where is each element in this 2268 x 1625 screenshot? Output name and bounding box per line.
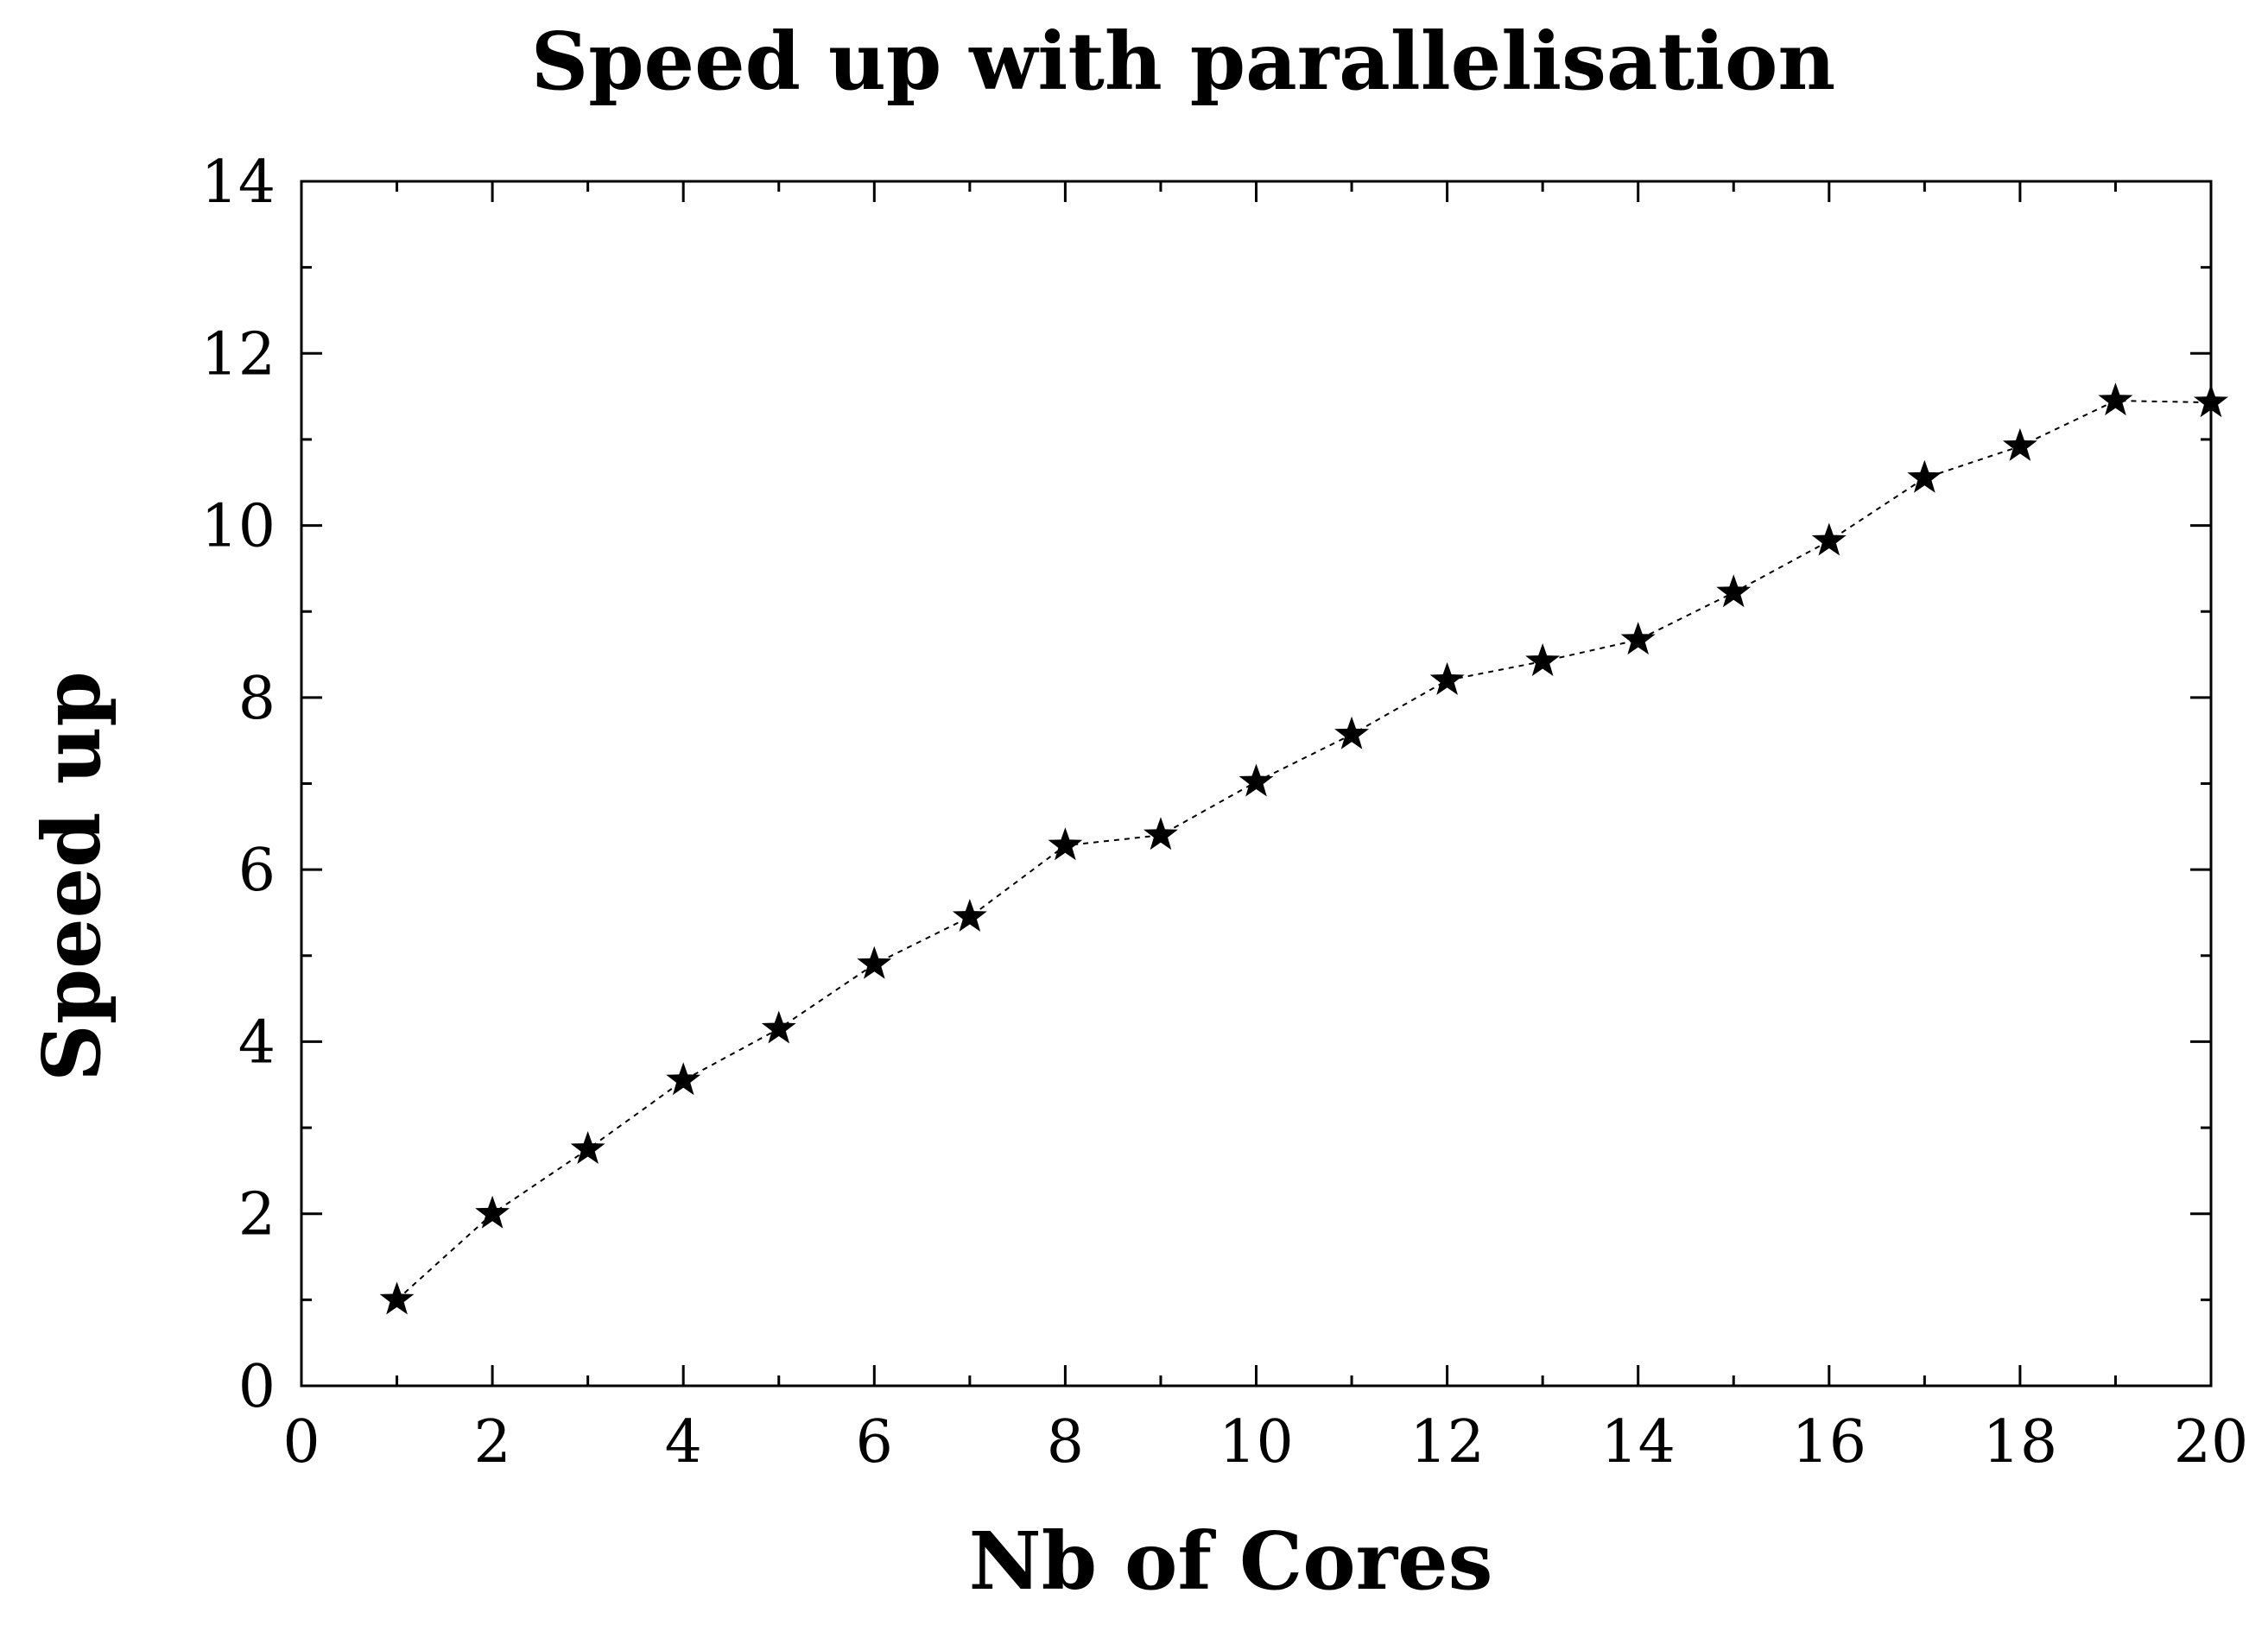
x-axis-label: Nb of Cores bbox=[969, 1514, 1493, 1608]
x-tick-label: 0 bbox=[282, 1408, 320, 1476]
x-tick-label: 18 bbox=[1983, 1408, 2058, 1476]
x-tick-label: 14 bbox=[1600, 1408, 1676, 1476]
data-point-star bbox=[761, 1010, 796, 1044]
axis-tick-labels: 0 2 4 6 8 10 12 14 16 18 20 0 2 4 6 8 10 12 14 bbox=[200, 149, 2248, 1476]
data-point-star bbox=[1620, 622, 1656, 655]
data-point-star bbox=[1716, 574, 1752, 608]
y-tick-label: 8 bbox=[238, 665, 276, 733]
data-point-star bbox=[1525, 643, 1561, 676]
data-point-star bbox=[2002, 427, 2037, 461]
data-point-star bbox=[1811, 522, 1847, 556]
y-tick-label: 6 bbox=[238, 837, 276, 905]
data-point-star bbox=[1429, 661, 1465, 695]
x-tick-label: 20 bbox=[2174, 1408, 2249, 1476]
x-tick-label: 8 bbox=[1047, 1408, 1084, 1476]
data-point-star bbox=[666, 1062, 701, 1096]
data-point-star bbox=[1907, 459, 1942, 493]
y-tick-label: 4 bbox=[238, 1009, 276, 1077]
y-axis-label: Speed up bbox=[25, 671, 118, 1081]
axis-ticks bbox=[300, 180, 2213, 1388]
series-line bbox=[396, 400, 2212, 1301]
data-point-star bbox=[1048, 827, 1083, 861]
data-point-star bbox=[379, 1281, 415, 1315]
data-point-star bbox=[1334, 716, 1370, 749]
y-tick-label: 10 bbox=[200, 493, 276, 561]
y-tick-label: 14 bbox=[200, 149, 276, 217]
data-point-star bbox=[570, 1130, 605, 1164]
data-point-star bbox=[952, 898, 987, 932]
x-tick-label: 4 bbox=[665, 1408, 702, 1476]
x-tick-label: 12 bbox=[1410, 1408, 1485, 1476]
y-tick-label: 2 bbox=[238, 1181, 276, 1249]
chart-title: Speed up with parallelisation bbox=[531, 15, 1835, 108]
x-tick-label: 10 bbox=[1219, 1408, 1294, 1476]
x-tick-label: 6 bbox=[856, 1408, 893, 1476]
data-point-star bbox=[2194, 384, 2228, 418]
x-tick-label: 16 bbox=[1792, 1408, 1867, 1476]
data-point-star bbox=[857, 945, 892, 979]
data-point-star bbox=[2098, 383, 2133, 416]
y-tick-label: 0 bbox=[238, 1353, 276, 1421]
data-point-star bbox=[1143, 817, 1178, 850]
data-series bbox=[379, 383, 2228, 1315]
data-point-star bbox=[475, 1195, 510, 1229]
y-tick-label: 12 bbox=[200, 320, 276, 389]
data-point-star bbox=[1239, 763, 1274, 797]
x-tick-label: 2 bbox=[473, 1408, 510, 1476]
